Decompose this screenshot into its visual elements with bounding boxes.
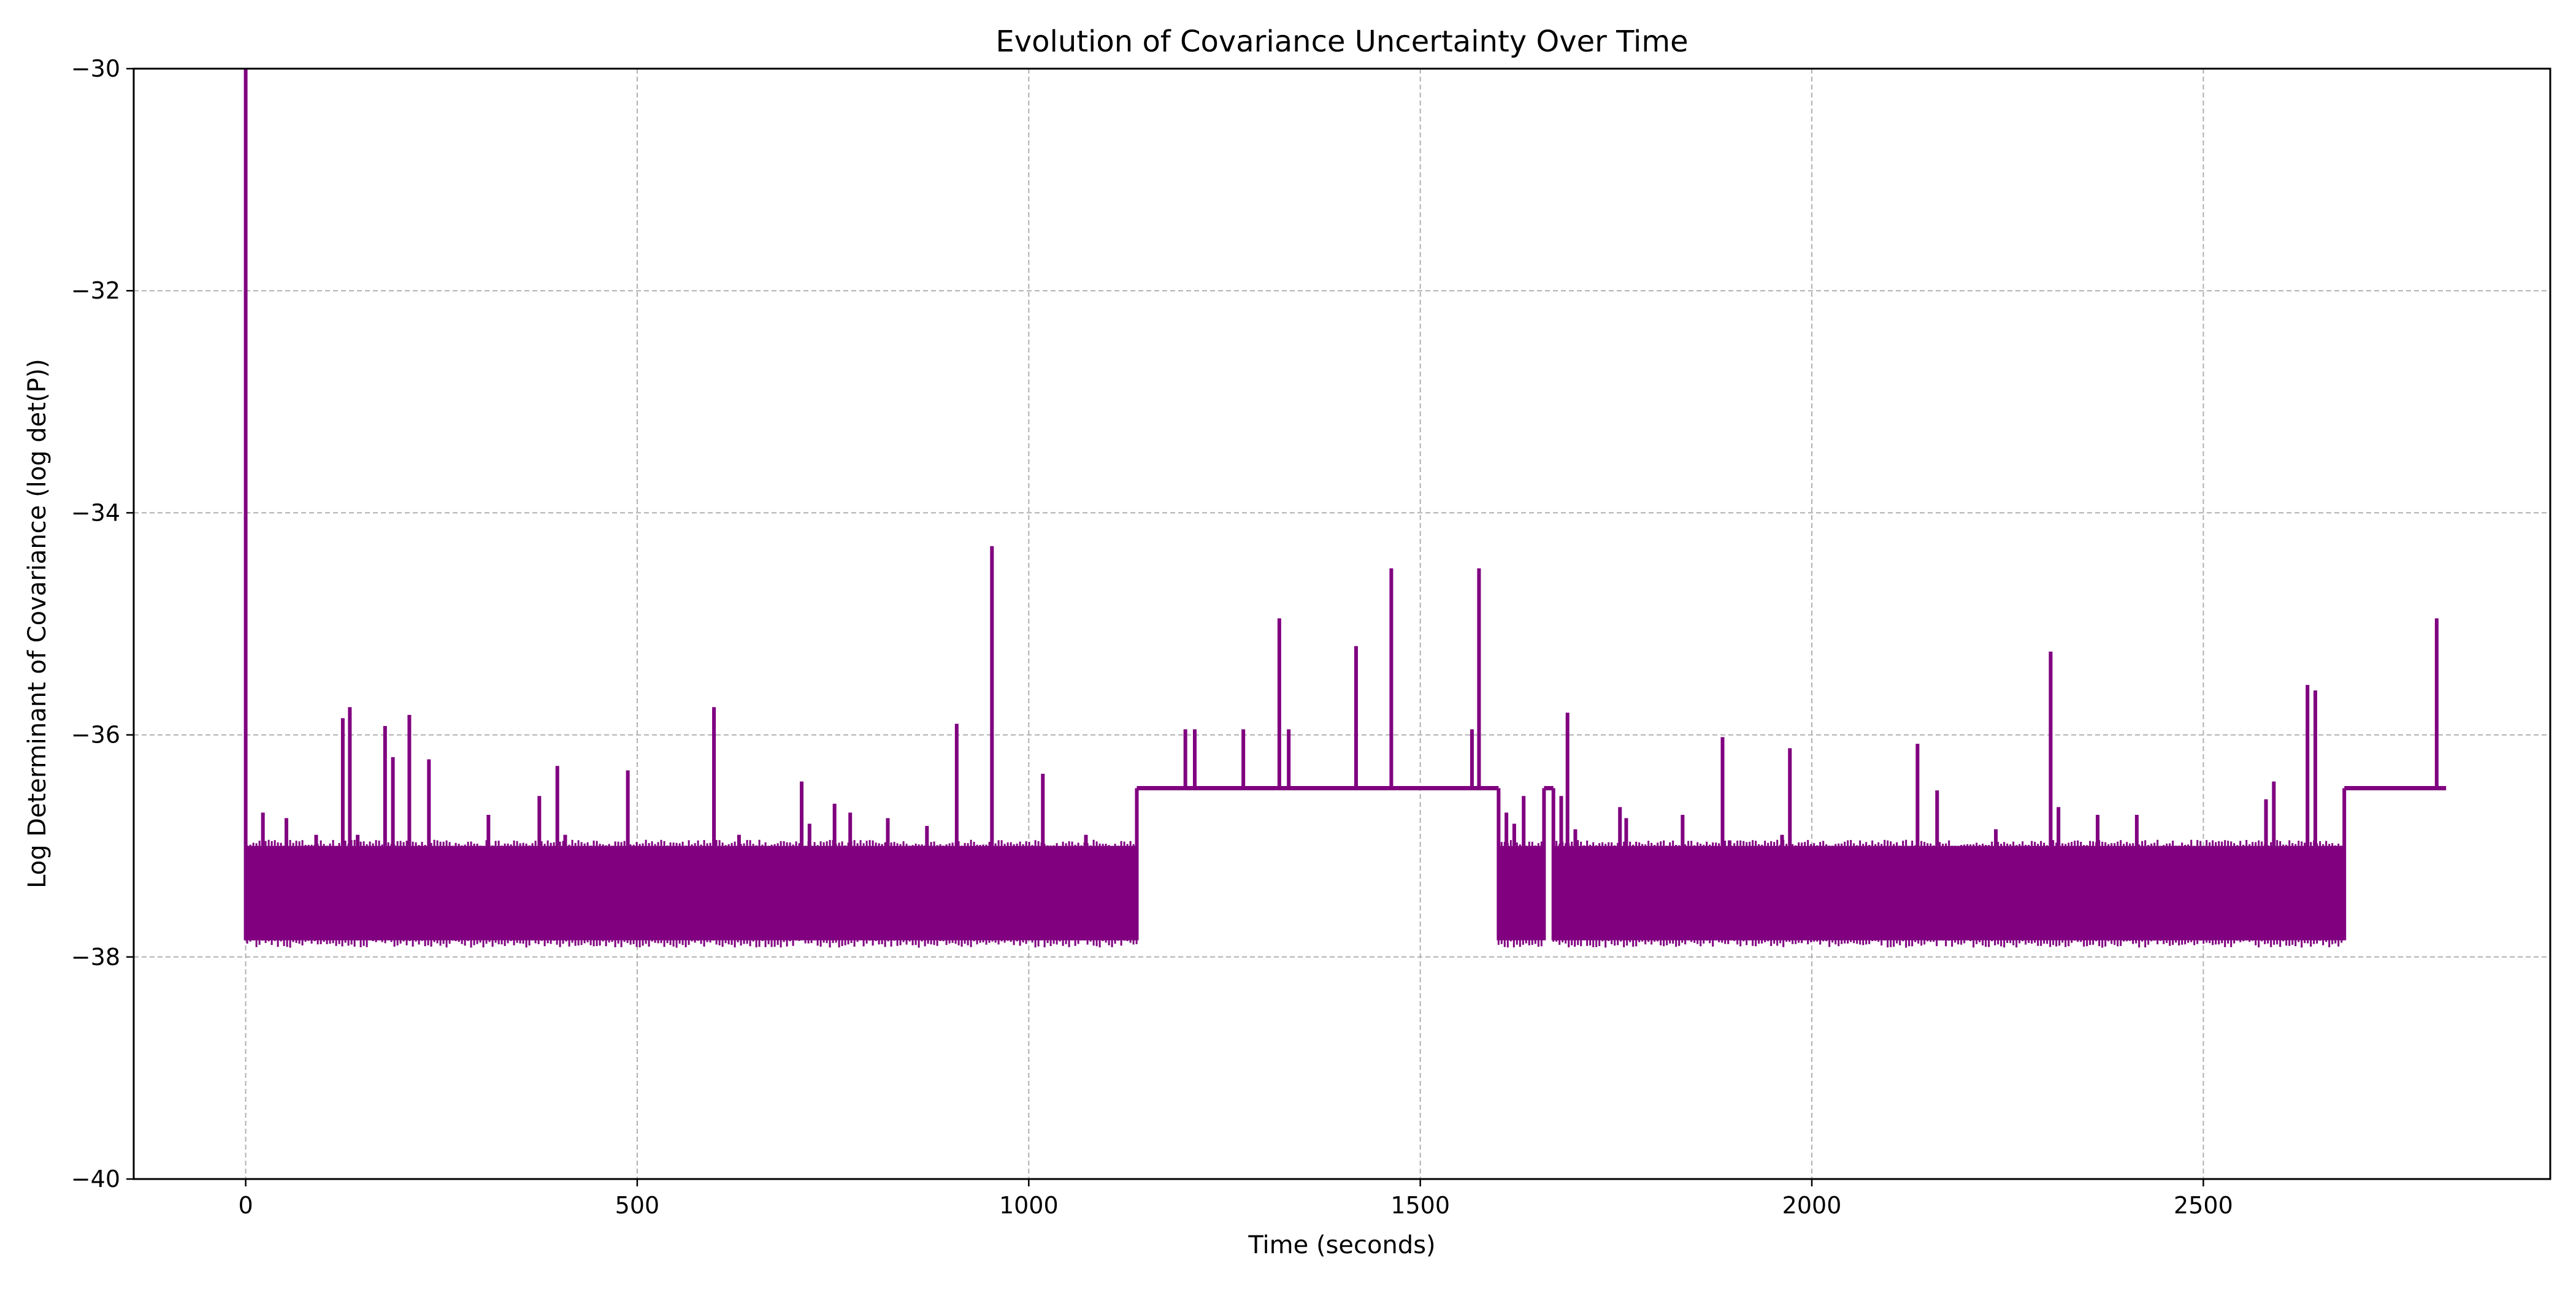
series-layer (243, 69, 2447, 948)
series-noise-band (1498, 845, 1544, 941)
x-tick-label: 2000 (1782, 1192, 1842, 1219)
plot-frame (132, 67, 2551, 1180)
y-tick-label: −30 (71, 55, 120, 82)
series-noise-edge (1497, 840, 1543, 948)
y-tick-label: −36 (71, 722, 120, 749)
x-tick-label: 1500 (1390, 1192, 1450, 1219)
tick-marks: 0 500 1000 1500 2000 2500 −40 −38 −36 −34 −32 −30 (71, 55, 2233, 1219)
grid-lines (134, 69, 2550, 1179)
x-axis-label: Time (seconds) (1248, 1231, 1435, 1259)
chart-title: Evolution of Covariance Uncertainty Over… (995, 25, 1688, 59)
x-tick-label: 500 (615, 1192, 660, 1219)
y-tick-label: −40 (71, 1166, 120, 1193)
y-tick-label: −38 (71, 944, 120, 971)
y-tick-label: −34 (71, 499, 120, 526)
x-tick-label: 0 (238, 1192, 253, 1219)
y-axis-label: Log Determinant of Covariance (log det(P… (23, 359, 52, 888)
x-tick-label: 1000 (999, 1192, 1059, 1219)
x-tick-label: 2500 (2174, 1192, 2233, 1219)
y-tick-label: −32 (71, 277, 120, 304)
